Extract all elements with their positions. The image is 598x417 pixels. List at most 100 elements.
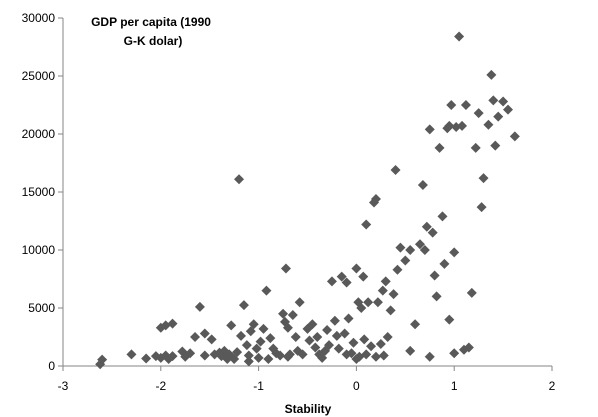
data-point — [343, 313, 354, 324]
data-point — [243, 350, 254, 361]
data-point — [417, 180, 428, 191]
data-point — [405, 345, 416, 356]
data-point — [234, 174, 245, 185]
data-point — [493, 111, 504, 122]
data-point — [167, 318, 178, 329]
data-point — [290, 332, 301, 342]
data-point — [400, 255, 411, 266]
data-point — [185, 348, 196, 359]
data-point — [251, 343, 262, 354]
data-point — [366, 341, 377, 352]
data-point — [287, 309, 298, 320]
data-point — [304, 335, 315, 346]
data-point — [486, 69, 497, 80]
data-point — [429, 270, 440, 281]
plot-area: 0 5000 10000 15000 20000 25000 30000 -3 -2 -1 0 1 2 — [22, 11, 556, 393]
data-point — [206, 334, 217, 345]
data-point — [498, 96, 509, 107]
x-tick-label: -2 — [155, 379, 166, 393]
x-tick-label: 0 — [353, 379, 360, 393]
data-point — [341, 277, 352, 288]
data-point — [280, 263, 291, 274]
y-axis-ticks: 0 5000 10000 15000 20000 25000 30000 — [22, 11, 63, 373]
x-axis-ticks: -3 -2 -1 0 1 2 — [58, 366, 556, 393]
x-tick-label: 1 — [451, 379, 458, 393]
data-point — [97, 354, 108, 365]
data-point — [282, 351, 293, 362]
data-point — [466, 287, 477, 298]
data-point — [370, 193, 381, 204]
data-point — [310, 342, 321, 353]
data-point — [275, 350, 286, 361]
annotation-line-2: G-K dolar) — [124, 34, 183, 48]
data-point — [126, 349, 137, 360]
data-point — [190, 332, 201, 342]
data-point — [382, 332, 393, 342]
y-tick-label: 30000 — [22, 11, 56, 25]
data-point — [351, 263, 362, 274]
data-point — [427, 227, 438, 238]
data-point — [261, 285, 272, 296]
data-point — [405, 245, 416, 255]
data-point — [307, 319, 318, 330]
data-point — [278, 308, 289, 319]
data-point — [226, 320, 237, 331]
y-tick-label: 5000 — [28, 301, 55, 315]
data-point — [434, 142, 445, 153]
data-point — [297, 349, 308, 360]
y-tick-label: 15000 — [22, 185, 56, 199]
data-point — [361, 349, 372, 360]
data-point — [375, 338, 386, 349]
data-point — [361, 219, 372, 230]
data-point — [444, 314, 455, 325]
data-point — [258, 323, 269, 334]
data-point — [333, 343, 344, 354]
data-point — [326, 276, 337, 287]
data-point — [454, 31, 465, 42]
data-point — [483, 119, 494, 130]
data-point — [372, 297, 383, 308]
data-point — [331, 330, 342, 341]
data-point — [363, 297, 374, 308]
data-point — [241, 340, 252, 351]
data-point — [419, 245, 430, 255]
data-point — [457, 120, 468, 131]
data-point — [395, 242, 406, 253]
data-point — [359, 334, 370, 345]
data-point — [141, 353, 152, 364]
data-point — [312, 332, 323, 342]
data-point — [390, 164, 401, 175]
data-point — [358, 271, 369, 282]
data-point — [424, 124, 435, 135]
data-point — [265, 333, 276, 344]
data-point — [248, 319, 259, 330]
data-point — [380, 276, 391, 287]
data-point — [385, 305, 396, 316]
data-point — [414, 239, 425, 250]
data-point — [478, 173, 489, 184]
data-point — [473, 108, 484, 119]
data-point — [356, 303, 367, 313]
x-tick-label: -3 — [58, 379, 69, 393]
data-points — [95, 31, 520, 370]
x-tick-label: -1 — [253, 379, 264, 393]
data-point — [370, 351, 381, 362]
data-point — [263, 354, 274, 365]
y-tick-label: 20000 — [22, 127, 56, 141]
data-point — [437, 211, 448, 222]
data-point — [199, 350, 210, 361]
data-point — [460, 100, 471, 110]
x-axis-title: Stability — [285, 402, 332, 416]
data-point — [235, 330, 246, 341]
data-point — [439, 258, 450, 269]
data-point — [324, 340, 335, 351]
data-point — [470, 142, 481, 153]
data-point — [336, 271, 347, 282]
data-point — [392, 264, 403, 275]
data-point — [341, 349, 352, 360]
data-point — [509, 131, 520, 142]
data-point — [476, 202, 487, 213]
data-point — [322, 325, 333, 336]
data-point — [431, 291, 442, 302]
x-tick-label: 2 — [549, 379, 556, 393]
